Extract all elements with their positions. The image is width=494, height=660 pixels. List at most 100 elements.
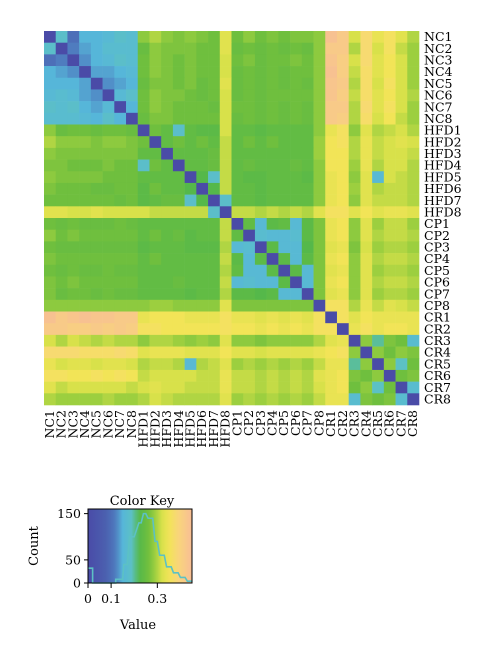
heatmap-cell [219,346,232,359]
heatmap-cell [348,264,361,277]
heatmap-cell [79,182,92,195]
heatmap-cell [301,89,314,102]
column-label: HFD2 [147,410,162,448]
heatmap-cell [290,288,303,301]
heatmap-cell [137,206,150,219]
heatmap-cell [149,182,162,195]
heatmap-cell [383,66,396,79]
heatmap-cell [278,182,291,195]
heatmap-cell [55,358,68,371]
heatmap-cell [348,369,361,382]
heatmap-cell [55,334,68,347]
heatmap-cell [67,31,80,43]
heatmap-cell [313,218,326,230]
column-label: CR4 [358,410,373,437]
heatmap-cell [184,54,197,67]
row-label: CP3 [424,240,450,255]
heatmap-cell [278,194,291,207]
heatmap-cell [102,288,115,301]
heatmap-cell [114,101,127,114]
histogram-line [88,512,192,584]
heatmap-cell [55,66,68,79]
heatmap-cell [219,311,232,324]
heatmap-cell [278,77,291,90]
heatmap-cell [161,112,174,125]
heatmap-cell [301,206,314,219]
heatmap-cell [266,253,279,266]
heatmap-cell [90,147,103,160]
heatmap-cell [348,218,361,230]
heatmap-cell [79,159,92,172]
heatmap-cell [348,136,361,149]
heatmap-cell [290,147,303,160]
row-label: NC7 [424,99,453,114]
heatmap-cell [44,276,57,289]
heatmap-cell [407,381,420,394]
heatmap-cell [407,218,420,230]
heatmap-cell [325,218,338,230]
heatmap-cell [290,194,303,207]
heatmap-cell [114,218,127,230]
heatmap-cell [231,369,244,382]
heatmap-cell [137,136,150,149]
heatmap-cell [383,89,396,102]
heatmap-cell [67,112,80,125]
heatmap-cell [383,334,396,347]
heatmap-cell [114,369,127,382]
heatmap-cell [208,77,221,90]
heatmap-cell [126,393,139,406]
heatmap-cell [231,334,244,347]
heatmap-cell [383,264,396,277]
heatmap-cell [67,276,80,289]
heatmap-cell [102,194,115,207]
heatmap-cell [172,101,185,114]
heatmap-cell [219,42,232,55]
heatmap-cell [161,358,174,371]
heatmap-cell [360,182,373,195]
column-label: CR5 [370,410,385,437]
heatmap-cell [126,159,139,172]
heatmap-cell [196,112,209,125]
heatmap-cell [137,253,150,266]
heatmap-cell [348,346,361,359]
heatmap-cell [137,182,150,195]
heatmap-cell [172,54,185,67]
heatmap-cell [372,346,385,359]
heatmap-cell [102,147,115,160]
heatmap-cell [102,206,115,219]
heatmap-cell [79,323,92,336]
heatmap-cell [67,299,80,312]
heatmap-cell [208,334,221,347]
row-label: CP2 [424,228,450,243]
heatmap-cell [184,346,197,359]
heatmap-cell [395,42,408,55]
heatmap-cell [196,54,209,67]
heatmap-cell [208,311,221,324]
heatmap-cell [266,42,279,55]
heatmap-cell [196,393,209,406]
heatmap-cell [301,136,314,149]
heatmap-cell [243,89,256,102]
heatmap-cell [407,124,420,137]
heatmap-cell [90,171,103,184]
heatmap-cell [407,89,420,102]
heatmap-cell [360,147,373,160]
heatmap-cell [79,299,92,312]
heatmap-cell [126,77,139,90]
heatmap-cell [79,276,92,289]
heatmap-cell [243,206,256,219]
heatmap-cell [44,171,57,184]
heatmap-cell [395,264,408,277]
row-label: HFD3 [424,146,462,161]
heatmap-cell [102,54,115,67]
heatmap-cell [266,381,279,394]
heatmap-cell [219,276,232,289]
heatmap-cell [254,358,267,371]
heatmap-cell [290,334,303,347]
heatmap-cell [336,112,349,125]
heatmap-cell [348,101,361,114]
heatmap-cell [208,159,221,172]
heatmap-cell [278,311,291,324]
heatmap-cell [290,42,303,55]
heatmap-cell [102,66,115,79]
